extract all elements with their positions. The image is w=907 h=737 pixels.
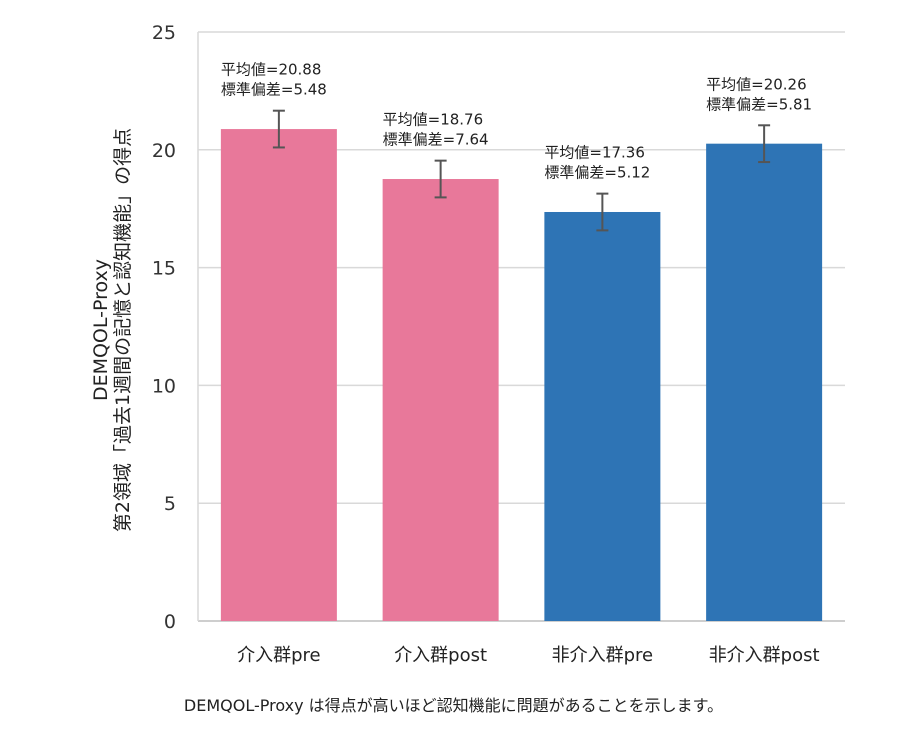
y-axis-label: DEMQOL-Proxy 第2領域「過去1週間の記憶と認知機能」の得点: [90, 128, 134, 532]
bar-2: [382, 179, 499, 621]
x-tick-labels: 介入群pre 介入群post 非介入群pre 非介入群post: [237, 645, 819, 666]
annotation-1-line-2: 標準偏差=5.48: [221, 81, 327, 99]
bar-4: [706, 143, 823, 622]
annotation-4-line-1: 平均値=20.26: [706, 75, 807, 93]
annotation-1-line-1: 平均値=20.88: [221, 61, 322, 79]
x-tick-3: 非介入群pre: [552, 645, 654, 666]
bar-3: [544, 211, 661, 621]
bar-1: [220, 129, 337, 621]
bars: [220, 129, 823, 622]
y-tick-labels: 0 5 10 15 20 25: [152, 22, 176, 633]
annotation-2-line-1: 平均値=18.76: [383, 111, 484, 129]
annotation-4-line-2: 標準偏差=5.81: [706, 95, 812, 113]
annotation-2-line-2: 標準偏差=7.64: [383, 131, 489, 149]
chart-caption: DEMQOL-Proxy は得点が高いほど認知機能に問題があることを示します。: [183, 696, 724, 715]
y-tick-10: 10: [152, 375, 176, 397]
x-tick-2: 介入群post: [394, 645, 487, 666]
bar-annotations: 平均値=20.88 標準偏差=5.48 平均値=18.76 標準偏差=7.64 平均値=…: [221, 61, 812, 182]
y-axis-label-line2: 第2領域「過去1週間の記憶と認知機能」の得点: [112, 127, 134, 533]
x-tick-4: 非介入群post: [709, 645, 820, 666]
y-tick-15: 15: [152, 258, 176, 280]
error-bars: [272, 109, 771, 232]
x-tick-1: 介入群pre: [237, 645, 321, 666]
y-tick-5: 5: [164, 493, 176, 515]
y-tick-20: 20: [152, 140, 176, 162]
y-axis-label-line1: DEMQOL-Proxy: [90, 258, 112, 402]
annotation-3-line-2: 標準偏差=5.12: [544, 164, 650, 182]
y-tick-25: 25: [152, 22, 176, 44]
y-tick-0: 0: [164, 611, 176, 633]
annotation-3-line-1: 平均値=17.36: [544, 144, 645, 162]
